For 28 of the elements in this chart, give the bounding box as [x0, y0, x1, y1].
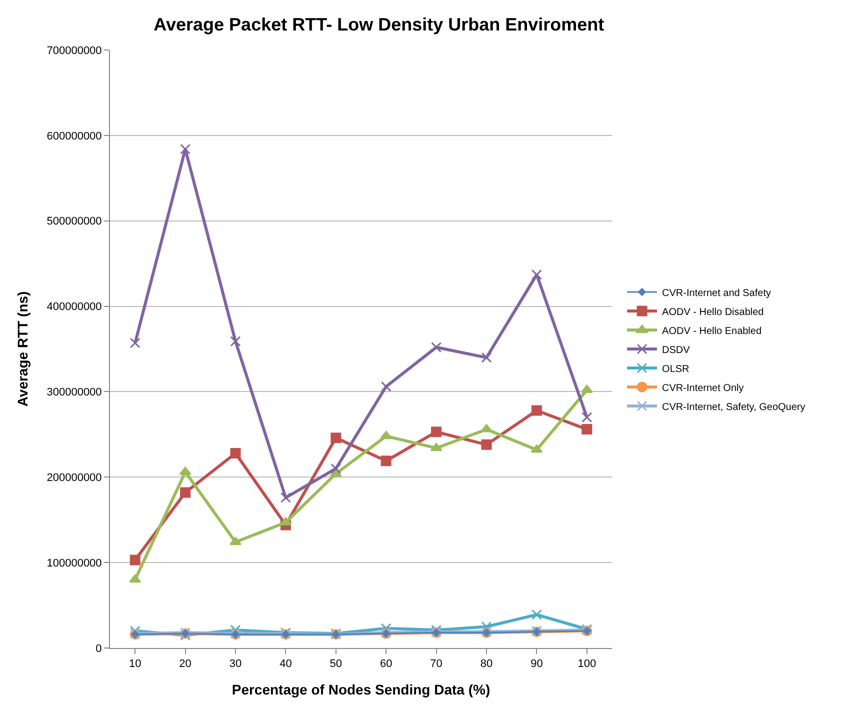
x-tick-label: 10	[128, 658, 142, 670]
y-tick-label: 400000000	[46, 301, 102, 314]
legend-label: CVR-Internet and Safety	[662, 288, 771, 299]
x-tick-label: 60	[380, 658, 392, 670]
chart-title: Average Packet RTT- Low Density Urban Enviroment	[154, 14, 604, 34]
y-tick-label: 500000000	[46, 216, 102, 228]
x-tick-label: 40	[280, 658, 292, 670]
legend-label: CVR-Internet, Safety, GeoQuery	[662, 402, 806, 413]
x-tick-label: 90	[530, 658, 543, 670]
legend-label: CVR-Internet Only	[662, 382, 744, 394]
x-tick-label: 20	[179, 658, 192, 670]
y-tick-label: 0	[96, 642, 102, 655]
legend-label: DSDV	[662, 344, 690, 356]
y-tick-label: 600000000	[46, 130, 102, 142]
y-tick-label: 300000000	[46, 386, 102, 399]
x-tick-label: 50	[330, 658, 342, 670]
y-axis-title: Average RTT (ns)	[14, 291, 30, 407]
y-tick-label: 100000000	[46, 557, 102, 570]
x-axis-title: Percentage of Nodes Sending Data (%)	[232, 682, 490, 698]
x-tick-label: 80	[480, 658, 493, 670]
x-tick-label: 100	[578, 658, 596, 670]
x-tick-label: 30	[229, 658, 242, 670]
x-tick-label: 70	[430, 658, 442, 670]
legend-label: OLSR	[662, 364, 690, 375]
legend-label: AODV - Hello Disabled	[662, 306, 764, 318]
legend-label: AODV - Hello Enabled	[662, 326, 762, 337]
y-tick-label: 700000000	[46, 44, 102, 57]
y-tick-label: 200000000	[46, 472, 102, 484]
